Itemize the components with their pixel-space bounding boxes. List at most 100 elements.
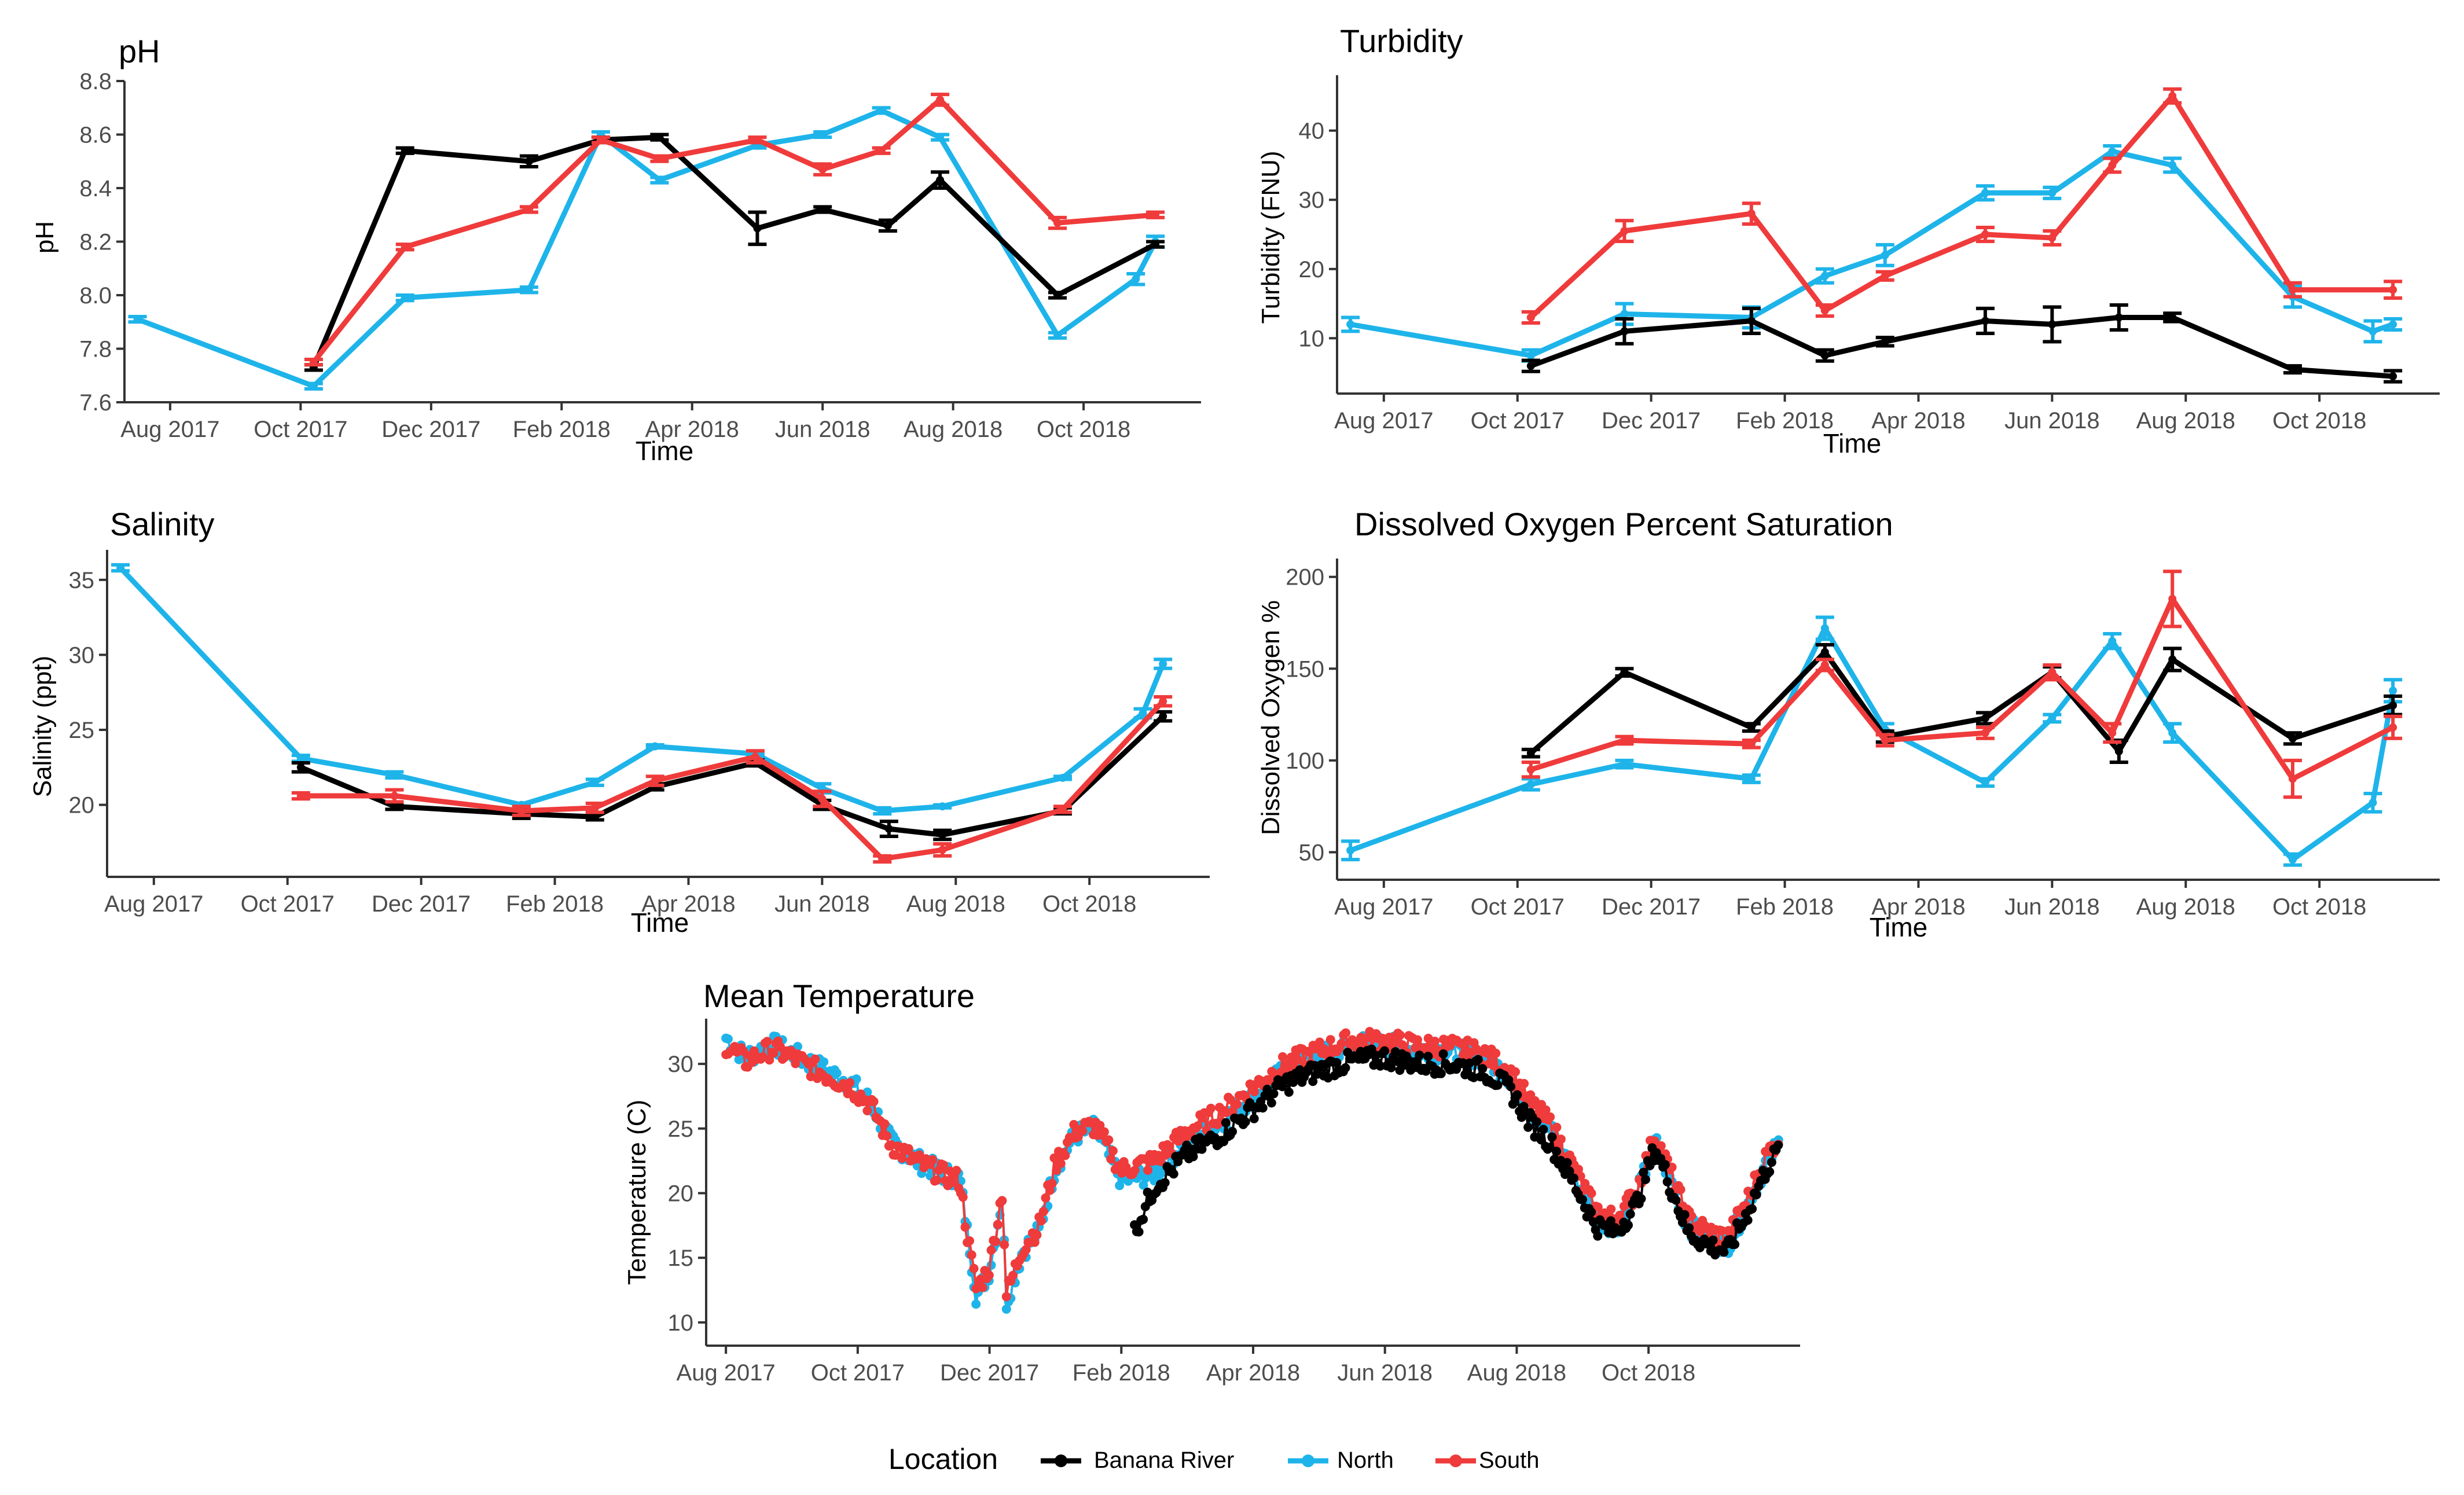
salinity-point-north <box>878 806 887 815</box>
temperature-ytick-label: 15 <box>668 1246 694 1271</box>
salinity-point-south <box>878 854 887 863</box>
ph-ytick-label: 7.6 <box>79 390 112 416</box>
salinity-point-banana-river <box>296 763 305 772</box>
temperature-point-banana-river <box>1262 1085 1272 1094</box>
dissolved-oxygen-point-banana-river <box>2289 734 2297 743</box>
dissolved-oxygen-title: Dissolved Oxygen Percent Saturation <box>1354 506 1893 542</box>
ph-point-banana-river <box>818 205 827 214</box>
temperature-point-banana-river <box>1547 1132 1557 1142</box>
temperature-point-banana-river <box>1773 1140 1783 1150</box>
ph-xtick-label: Apr 2018 <box>645 417 739 442</box>
turbidity-point-north <box>1620 310 1629 318</box>
temperature-point-south <box>1293 1055 1303 1064</box>
temperature-point-banana-river <box>1606 1216 1615 1226</box>
temperature-point-south <box>1032 1230 1042 1240</box>
temperature-point-banana-river <box>1660 1160 1670 1170</box>
turbidity-point-south <box>1620 227 1629 236</box>
temperature-point-south <box>1336 1039 1346 1049</box>
temperature-point-banana-river <box>1341 1063 1350 1072</box>
dissolved-oxygen-point-banana-river <box>1526 749 1535 758</box>
temperature-point-banana-river <box>1532 1117 1542 1127</box>
turbidity-point-banana-river <box>1881 337 1889 346</box>
temperature-point-north <box>971 1299 981 1309</box>
temperature-point-banana-river <box>1308 1077 1318 1086</box>
dissolved-oxygen-point-south <box>2168 594 2177 603</box>
dissolved-oxygen-point-north <box>2048 714 2057 722</box>
legend-label-north: North <box>1337 1448 1394 1473</box>
temperature-point-south <box>1511 1067 1520 1077</box>
temperature-point-south <box>1108 1146 1118 1156</box>
dissolved-oxygen-ytick-label: 100 <box>1286 748 1324 774</box>
ph-point-banana-river <box>1053 291 1062 299</box>
temperature-point-south <box>969 1263 979 1273</box>
temperature-point-south <box>960 1222 970 1232</box>
turbidity-point-south <box>2289 285 2297 294</box>
salinity-point-banana-river <box>884 825 893 833</box>
temperature-point-banana-river <box>1228 1127 1237 1136</box>
turbidity-ylabel: Turbidity (FNU) <box>1257 150 1285 324</box>
temperature-point-south <box>1143 1165 1153 1175</box>
dissolved-oxygen-point-north <box>2168 729 2177 737</box>
temperature-point-north <box>1115 1181 1125 1191</box>
temperature-point-banana-river <box>1636 1194 1646 1204</box>
ph-ytick-label: 8.6 <box>79 123 112 148</box>
turbidity-point-south <box>1526 313 1535 322</box>
temperature-point-south <box>1038 1207 1048 1217</box>
temperature-point-south <box>1250 1087 1259 1097</box>
temperature-point-banana-river <box>1671 1195 1681 1205</box>
turbidity-point-south <box>2108 161 2117 170</box>
temperature-point-south <box>1325 1035 1335 1045</box>
temperature-point-banana-river <box>1284 1088 1294 1097</box>
temperature-xtick-label: Oct 2018 <box>1602 1360 1695 1386</box>
temperature-point-south <box>1341 1028 1350 1038</box>
temperature-point-north <box>723 1034 733 1044</box>
temperature-point-banana-river <box>1266 1098 1276 1108</box>
temperature-point-banana-river <box>1562 1158 1572 1167</box>
ph-point-banana-river <box>936 176 945 185</box>
salinity-point-south <box>390 792 399 800</box>
salinity-title: Salinity <box>110 506 215 542</box>
temperature-point-south <box>1069 1120 1079 1129</box>
turbidity-point-north <box>2368 327 2377 336</box>
temperature-ylabel: Temperature (C) <box>623 1100 651 1285</box>
turbidity-series-banana-river <box>1521 303 2403 384</box>
ph-xtick-label: Aug 2018 <box>904 417 1003 442</box>
temperature-point-south <box>947 1177 957 1187</box>
turbidity-point-banana-river <box>1526 362 1535 370</box>
turbidity-panel: Turbidity Turbidity (FNU) Time 10 20 30 40 A… <box>1257 23 2440 458</box>
salinity-point-north <box>938 802 947 811</box>
ph-point-north <box>1053 331 1062 340</box>
temperature-point-south <box>1041 1193 1051 1203</box>
turbidity-point-south <box>1981 230 1989 238</box>
turbidity-point-north <box>2048 189 2057 197</box>
salinity-ylabel: Salinity (ppt) <box>28 656 57 798</box>
temperature-point-south <box>1552 1122 1562 1132</box>
temperature-point-banana-river <box>1569 1173 1578 1183</box>
temperature-point-south <box>1078 1126 1088 1136</box>
salinity-point-south <box>517 806 526 815</box>
temperature-point-south <box>1001 1292 1011 1302</box>
dissolved-oxygen-point-north <box>1747 774 1756 783</box>
temperature-point-banana-river <box>1375 1061 1385 1071</box>
temperature-point-south <box>1545 1112 1555 1122</box>
salinity-xtick-label: Aug 2017 <box>104 891 203 917</box>
salinity-point-south <box>1159 697 1167 706</box>
temperature-point-banana-river <box>1587 1207 1596 1217</box>
turbidity-point-banana-river <box>2168 313 2177 322</box>
ph-ytick-label: 8.0 <box>79 283 112 308</box>
temperature-point-south <box>997 1196 1007 1206</box>
ph-ytick-label: 8.4 <box>79 176 112 201</box>
turbidity-point-north <box>1346 320 1355 329</box>
turbidity-point-north <box>2108 147 2117 156</box>
turbidity-point-banana-river <box>1820 351 1829 360</box>
temperature-point-banana-river <box>1639 1167 1648 1177</box>
temperature-point-south <box>882 1131 892 1141</box>
salinity-point-north <box>651 742 659 751</box>
temperature-point-south <box>958 1192 968 1202</box>
dissolved-oxygen-ylabel: Dissolved Oxygen % <box>1257 600 1285 835</box>
temperature-point-banana-river <box>1160 1178 1170 1188</box>
temperature-point-south <box>1049 1153 1059 1163</box>
turbidity-ytick-label: 30 <box>1299 188 1325 213</box>
ph-title: pH <box>119 33 160 69</box>
